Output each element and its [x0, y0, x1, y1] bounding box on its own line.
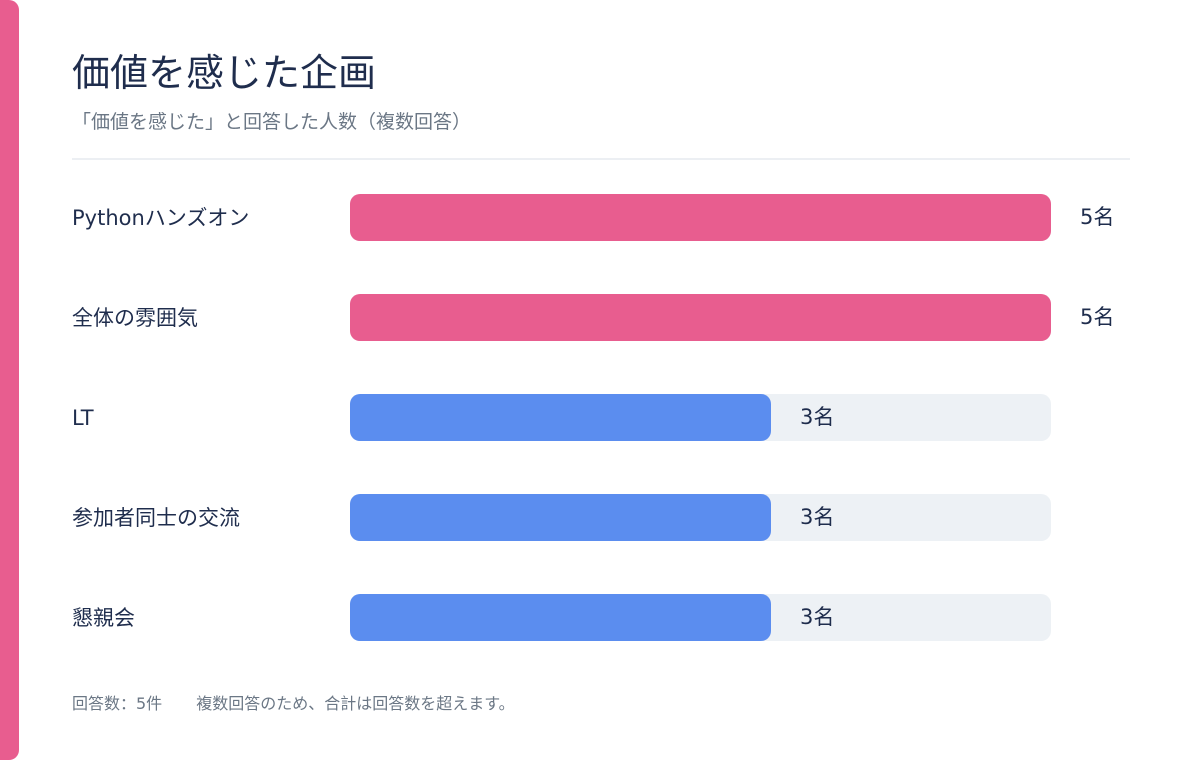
bar-track: [350, 494, 1051, 541]
value-label: 3名: [800, 405, 835, 429]
bar: [350, 494, 771, 541]
bar-row: Pythonハンズオン 5名: [0, 194, 1200, 242]
bar-track: [350, 194, 1051, 241]
chart-footer: 回答数：5件 複数回答のため、合計は回答数を超えます。: [72, 690, 515, 714]
value-label: 3名: [800, 605, 835, 629]
bar: [350, 294, 1051, 341]
category-label: Pythonハンズオン: [72, 206, 250, 230]
bar-row: 全体の雰囲気 5名: [0, 294, 1200, 342]
value-label: 5名: [1080, 205, 1115, 229]
bar-track: [350, 594, 1051, 641]
footer-note: 複数回答のため、合計は回答数を超えます。: [196, 694, 515, 713]
category-label: 全体の雰囲気: [72, 306, 198, 330]
value-label: 5名: [1080, 305, 1115, 329]
bar: [350, 394, 771, 441]
bar-row: LT 3名: [0, 394, 1200, 442]
bar-row: 懇親会 3名: [0, 594, 1200, 642]
chart-subtitle: 「価値を感じた」と回答した人数（複数回答）: [72, 111, 472, 133]
response-count: 回答数：5件: [72, 694, 163, 713]
bar-row: 参加者同士の交流 3名: [0, 494, 1200, 542]
bar-track: [350, 394, 1051, 441]
chart-title: 価値を感じた企画: [72, 51, 377, 95]
value-label: 3名: [800, 505, 835, 529]
bar: [350, 194, 1051, 241]
category-label: 参加者同士の交流: [72, 506, 240, 530]
accent-stripe: [0, 0, 19, 760]
category-label: LT: [72, 406, 94, 430]
bar-track: [350, 294, 1051, 341]
category-label: 懇親会: [72, 606, 135, 630]
bar: [350, 594, 771, 641]
divider: [72, 158, 1130, 160]
